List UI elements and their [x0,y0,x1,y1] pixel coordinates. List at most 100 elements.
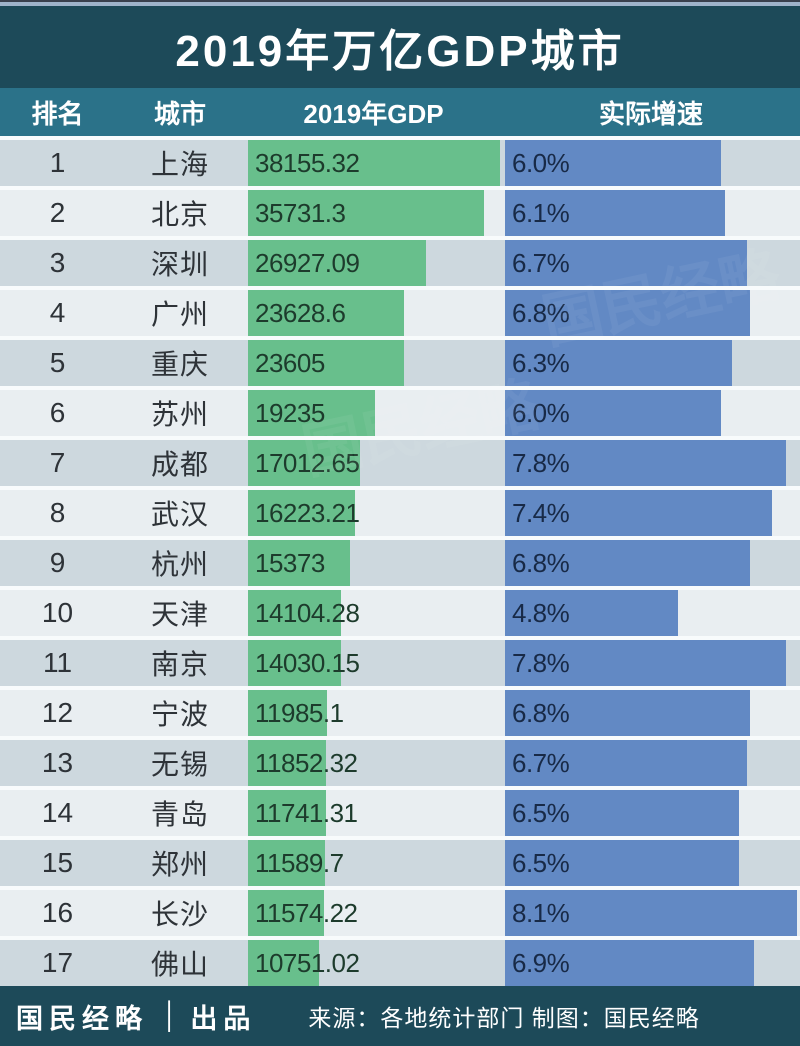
rank-cell: 2 [49,197,66,228]
table-row: 12 宁波 11985.1 6.8% [0,690,800,736]
gdp-bar [248,790,326,836]
city-cell: 长沙 [150,899,209,930]
gdp-cell: 15373 [245,540,502,586]
brand-divider: │ [160,1001,179,1030]
growth-cell: 6.5% [502,840,800,886]
growth-bar [505,490,772,536]
growth-value: 6.8% [512,298,570,328]
growth-cell: 8.1% [502,890,800,936]
city-cell: 成都 [150,449,209,480]
table-row: 13 无锡 11852.32 6.7% [0,740,800,786]
growth-bar [505,640,787,686]
rank-cell: 13 [41,747,74,778]
rank-cell: 14 [41,797,74,828]
brand-suffix: 出品 [190,1003,257,1034]
gdp-cell: 23605 [245,340,502,386]
rank-cell: 7 [49,447,66,478]
growth-value: 6.3% [512,348,570,378]
gdp-cell: 19235 [245,390,502,436]
growth-value: 6.5% [512,848,570,878]
gdp-cell: 11985.1 [245,690,502,736]
gdp-bar [248,490,356,536]
gdp-bar [248,740,327,786]
growth-value: 6.9% [512,948,570,978]
table-row: 14 青岛 11741.31 6.5% [0,790,800,836]
city-cell: 北京 [150,199,209,230]
growth-value: 7.8% [512,448,570,478]
growth-bar [505,540,751,586]
growth-bar [505,140,722,186]
growth-cell: 6.7% [502,240,800,286]
table-row: 10 天津 14104.28 4.8% [0,590,800,636]
growth-value: 6.1% [512,198,570,228]
growth-cell: 4.8% [502,590,800,636]
city-cell: 深圳 [150,249,209,280]
gdp-value: 15373 [255,548,325,578]
gdp-bar [248,140,500,186]
city-cell: 无锡 [150,749,209,780]
gdp-cell: 23628.6 [245,290,502,336]
growth-value: 7.4% [512,498,570,528]
growth-bar [505,590,678,636]
table-row: 3 深圳 26927.09 6.7% [0,240,800,286]
city-cell: 重庆 [150,349,209,380]
growth-cell: 6.5% [502,790,800,836]
gdp-bar [248,340,404,386]
column-header-rank: 排名 [31,98,84,129]
table-row: 16 长沙 11574.22 8.1% [0,890,800,936]
growth-bar [505,740,747,786]
source-credit: 来源：各地统计部门 制图：国民经略 [308,1005,700,1031]
growth-value: 6.7% [512,248,570,278]
city-cell: 天津 [150,599,209,630]
rank-cell: 5 [49,347,66,378]
gdp-value: 10751.02 [255,948,360,978]
rank-cell: 9 [49,547,66,578]
gdp-cell: 17012.65 [245,440,502,486]
gdp-cell: 11589.7 [245,840,502,886]
rank-cell: 1 [49,147,66,178]
gdp-bar [248,840,325,886]
rank-cell: 8 [49,497,66,528]
table-row: 6 苏州 19235 6.0% [0,390,800,436]
growth-bar [505,940,754,986]
table-header-row: 排名 城市 2019年GDP 实际增速 [0,88,800,136]
city-cell: 佛山 [150,949,209,980]
gdp-value: 11574.22 [255,898,358,928]
table-row: 4 广州 23628.6 6.8% [0,290,800,336]
rank-cell: 10 [41,597,74,628]
table-row: 5 重庆 23605 6.3% [0,340,800,386]
gdp-value: 14104.28 [255,598,360,628]
growth-value: 6.0% [512,148,570,178]
gdp-bar [248,540,350,586]
gdp-value: 11985.1 [255,698,344,728]
gdp-value: 11852.32 [255,748,358,778]
growth-value: 7.8% [512,648,570,678]
column-header-growth: 实际增速 [598,98,703,129]
gdp-cell: 35731.3 [245,190,502,236]
rank-cell: 4 [49,297,66,328]
growth-cell: 6.8% [502,290,800,336]
table-row: 2 北京 35731.3 6.1% [0,190,800,236]
table-row: 11 南京 14030.15 7.8% [0,640,800,686]
gdp-value: 19235 [255,398,325,428]
city-cell: 上海 [150,149,209,180]
gdp-bar [248,590,342,636]
city-cell: 青岛 [150,799,209,830]
footer-bar: 国民经略 │ 出品 来源：各地统计部门 制图：国民经略 [0,986,800,1046]
gdp-bar [248,390,375,436]
city-cell: 南京 [150,649,209,680]
city-cell: 宁波 [150,699,209,730]
gdp-bar [248,440,361,486]
rank-cell: 3 [49,247,66,278]
table-row: 8 武汉 16223.21 7.4% [0,490,800,536]
growth-value: 4.8% [512,598,570,628]
city-cell: 郑州 [150,849,209,880]
growth-cell: 6.1% [502,190,800,236]
gdp-value: 17012.65 [255,448,360,478]
growth-bar [505,840,740,886]
title-banner: 2019年万亿GDP城市 [0,6,800,88]
growth-bar [505,790,740,836]
gdp-cell: 16223.21 [245,490,502,536]
growth-value: 6.7% [512,748,570,778]
city-cell: 广州 [150,299,209,330]
